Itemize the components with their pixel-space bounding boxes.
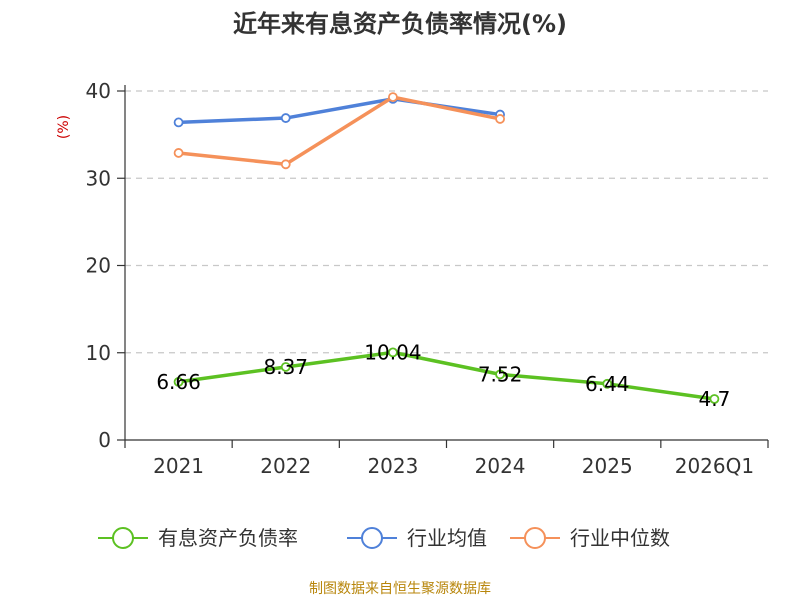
data-point[interactable]	[280, 362, 291, 372]
series-0	[173, 347, 720, 404]
data-point[interactable]	[173, 117, 184, 128]
x-tick-label: 2024	[475, 454, 526, 478]
y-tick-label: 40	[86, 79, 111, 103]
data-point[interactable]	[280, 113, 291, 123]
x-tick-label: 2026Q1	[675, 454, 754, 478]
x-tick-label: 2025	[582, 454, 633, 478]
data-point[interactable]	[388, 347, 398, 358]
data-label: 6.66	[156, 370, 201, 394]
legend-marker	[524, 527, 546, 549]
data-point[interactable]	[173, 376, 184, 387]
series-2	[173, 92, 505, 170]
data-label: 4.7	[699, 387, 731, 411]
data-label: 10.04	[364, 340, 421, 364]
data-point[interactable]	[709, 394, 720, 404]
series-line	[178, 350, 715, 401]
data-labels: 6.66 8.37 10.04 7.52 6.44 4.7	[156, 340, 730, 411]
data-point[interactable]	[495, 369, 505, 380]
y-tick-label: 20	[86, 254, 111, 278]
x-tick-label: 2023	[367, 454, 418, 478]
legend-marker	[112, 527, 134, 549]
data-point[interactable]	[173, 148, 184, 158]
axes: 0 10 20 30 40 2021 2022 2023 2024 2025 2026Q1	[86, 79, 769, 478]
data-point[interactable]	[388, 92, 398, 103]
data-label: 6.44	[585, 372, 630, 396]
y-tick-label: 0	[98, 428, 111, 452]
legend[interactable]: 有息资产负债率 行业均值 行业中位数	[98, 526, 670, 550]
legend-item-1[interactable]: 行业均值	[347, 526, 487, 550]
x-tick-label: 2022	[260, 454, 311, 478]
legend-label: 有息资产负债率	[158, 526, 298, 550]
data-point[interactable]	[280, 159, 291, 170]
legend-marker	[361, 527, 383, 549]
x-tick-label: 2021	[153, 454, 204, 478]
data-point[interactable]	[495, 114, 505, 124]
legend-label: 行业中位数	[570, 526, 670, 550]
y-unit-label: (%)	[56, 115, 72, 139]
source-note: 制图数据来自恒生聚源数据库	[309, 581, 491, 597]
y-tick-label: 10	[86, 341, 111, 365]
data-label: 8.37	[263, 355, 308, 379]
data-label: 7.52	[478, 362, 523, 386]
series-line	[178, 95, 501, 167]
legend-label: 行业均值	[407, 526, 487, 550]
legend-item-2[interactable]: 行业中位数	[510, 526, 670, 550]
y-tick-label: 30	[86, 166, 111, 190]
chart-title: 近年来有息资产负债率情况(%)	[233, 10, 567, 38]
data-point[interactable]	[602, 378, 613, 389]
grid	[125, 90, 768, 354]
series-lines	[173, 92, 720, 404]
legend-item-0[interactable]: 有息资产负债率	[98, 526, 298, 550]
